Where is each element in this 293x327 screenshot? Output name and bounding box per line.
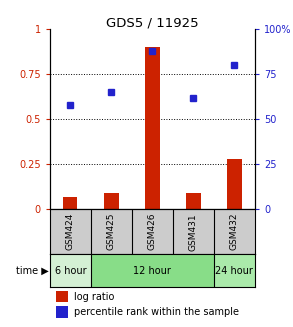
Text: log ratio: log ratio [74, 292, 115, 301]
Title: GDS5 / 11925: GDS5 / 11925 [106, 16, 199, 29]
Text: GSM426: GSM426 [148, 213, 157, 250]
Bar [214, 254, 255, 287]
Text: 24 hour: 24 hour [215, 266, 253, 276]
Bar [227, 159, 242, 209]
Bar [186, 193, 200, 209]
Bar [145, 47, 160, 209]
Text: GSM431: GSM431 [189, 213, 198, 250]
Text: GSM432: GSM432 [230, 213, 239, 250]
Bar [56, 306, 68, 318]
Text: GSM424: GSM424 [66, 213, 75, 250]
Bar [56, 291, 68, 302]
Text: 6 hour: 6 hour [54, 266, 86, 276]
Text: GSM425: GSM425 [107, 213, 116, 250]
Bar [104, 193, 119, 209]
Text: 12 hour: 12 hour [133, 266, 171, 276]
Bar [63, 197, 77, 209]
Text: time ▶: time ▶ [16, 266, 49, 276]
Bar [91, 254, 214, 287]
Bar [50, 254, 91, 287]
Text: percentile rank within the sample: percentile rank within the sample [74, 307, 239, 317]
